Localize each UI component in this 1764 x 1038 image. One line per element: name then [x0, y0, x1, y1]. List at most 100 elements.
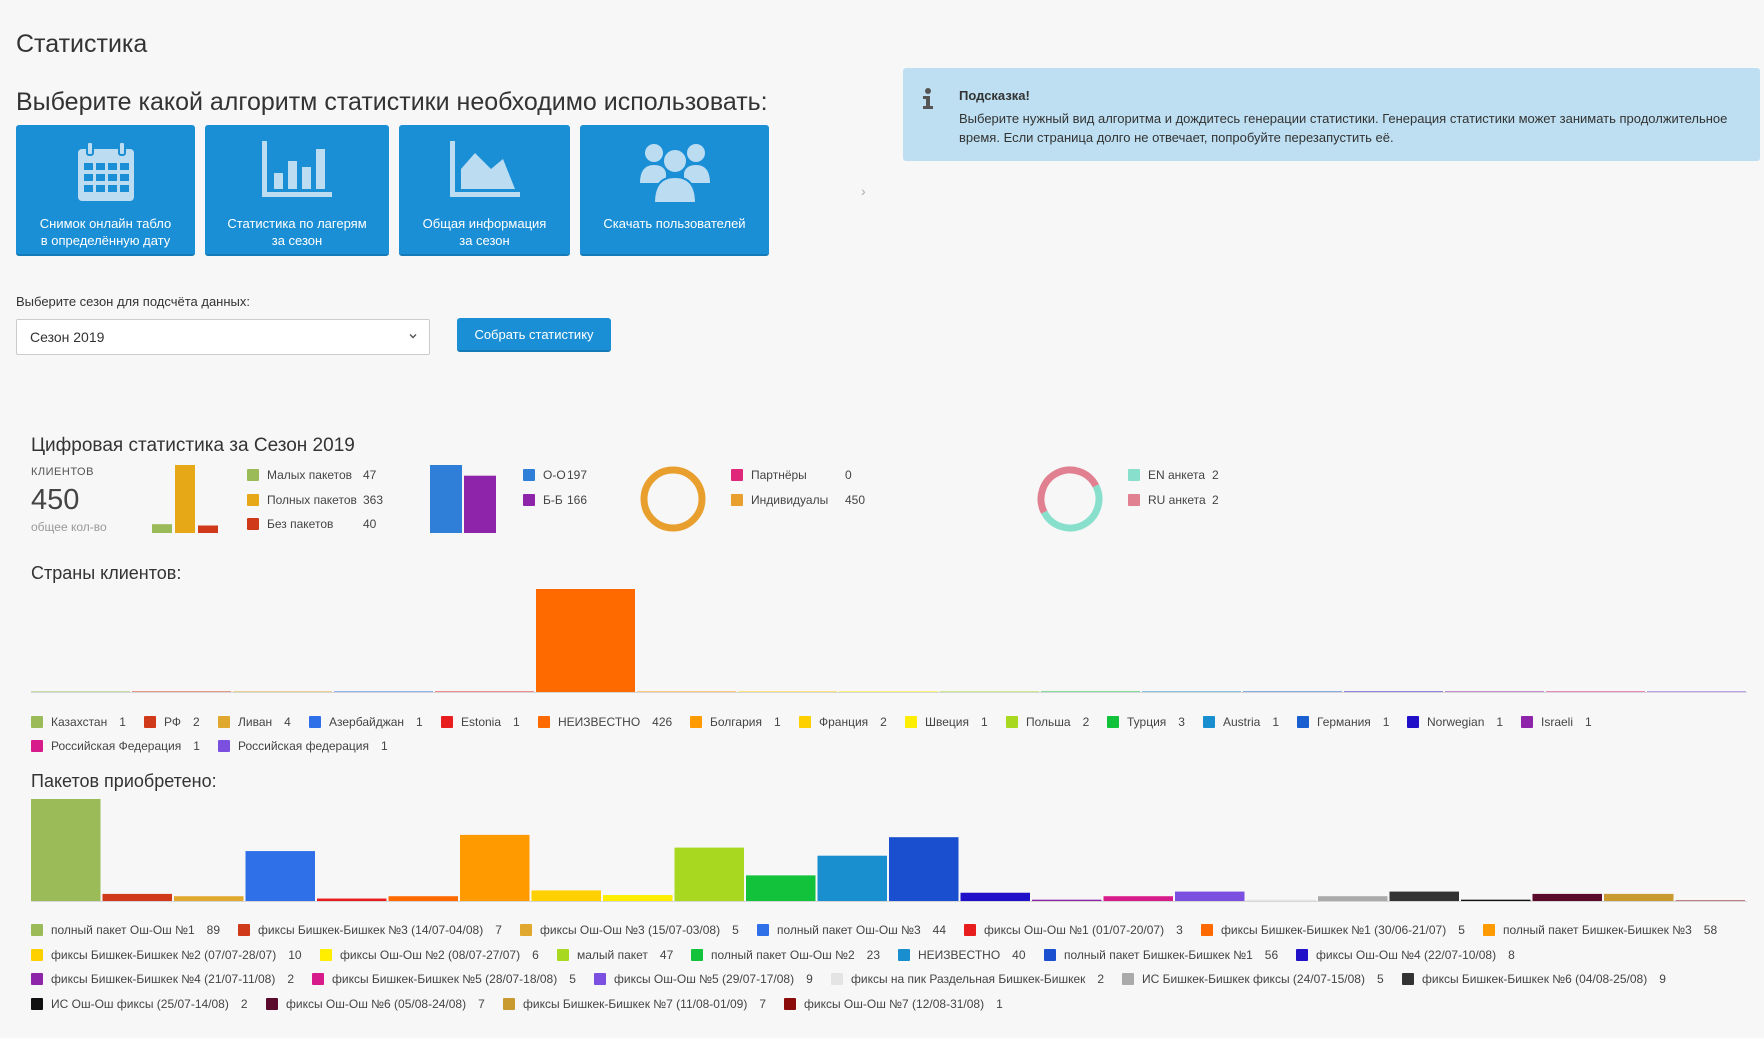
hint-box: Подсказка! Выберите нужный вид алгоритма…: [903, 68, 1760, 161]
bar-packets-18[interactable]: [1318, 896, 1388, 902]
bar-packets-8[interactable]: [603, 895, 673, 902]
legend-swatch: [831, 973, 843, 985]
slice-forms-0[interactable]: [1041, 484, 1103, 532]
legend-forms-1[interactable]: RU анкета 2: [1128, 493, 1219, 507]
legend-packets-4[interactable]: фиксы Ош-Ош №1 (01/07-20/07) 3: [964, 923, 1183, 937]
legend-countries-4[interactable]: Estonia 1: [441, 715, 520, 729]
legend-packets-9[interactable]: малый пакет 47: [557, 948, 673, 962]
legend-value: 23: [866, 947, 881, 962]
bar-packets-0[interactable]: [31, 799, 101, 902]
legend-packets-18[interactable]: ИС Бишкек-Бишкек фиксы (24/07-15/08) 5: [1122, 972, 1384, 986]
legend-countries-15[interactable]: Российская Федерация 1: [31, 739, 200, 753]
collect-stats-button[interactable]: Собрать статистику: [457, 318, 611, 352]
legend-packets-19[interactable]: фиксы Бишкек-Бишкек №6 (04/08-25/08) 9: [1402, 972, 1666, 986]
bar-countries-5[interactable]: [536, 589, 635, 693]
slice-forms-1[interactable]: [1037, 466, 1099, 514]
legend-packets-summary-2[interactable]: Без пакетов 40: [247, 517, 376, 531]
legend-packets-15[interactable]: фиксы Бишкек-Бишкек №5 (28/07-18/08) 5: [312, 972, 576, 986]
season-select[interactable]: Сезон 2019: [16, 319, 430, 355]
bar-packets-22[interactable]: [1604, 893, 1674, 902]
legend-partners-individuals-1[interactable]: Индивидуалы 450: [731, 493, 865, 507]
legend-packets-13[interactable]: фиксы Ош-Ош №4 (22/07-10/08) 8: [1296, 948, 1515, 962]
bar-packets-17[interactable]: [1246, 899, 1317, 902]
bar-packets-summary-0[interactable]: [152, 524, 172, 533]
legend-countries-1[interactable]: РФ 2: [144, 715, 200, 729]
download-users-button[interactable]: Скачать пользователей: [580, 125, 769, 256]
legend-countries-9[interactable]: Польша 2: [1006, 715, 1089, 729]
snapshot-button[interactable]: Снимок онлайн табло в определённую дату: [16, 125, 195, 256]
legend-packets-12[interactable]: полный пакет Бишкек-Бишкек №1 56: [1044, 948, 1278, 962]
bar-oo-bb-1[interactable]: [464, 475, 496, 533]
legend-packets-6[interactable]: полный пакет Бишкек-Бишкек №3 58: [1483, 923, 1717, 937]
bar-packets-15[interactable]: [1103, 896, 1174, 902]
legend-oo-bb-1[interactable]: Б-Б 166: [523, 493, 587, 507]
bar-packets-13[interactable]: [960, 892, 1031, 902]
legend-oo-bb-0[interactable]: О-О 197: [523, 468, 587, 482]
bar-packets-10[interactable]: [746, 875, 816, 902]
legend-packets-20[interactable]: ИС Ош-Ош фиксы (25/07-14/08) 2: [31, 997, 248, 1011]
legend-countries-5[interactable]: НЕИЗВЕСТНО 426: [538, 715, 672, 729]
legend-countries-2[interactable]: Ливан 4: [218, 715, 291, 729]
legend-swatch: [247, 469, 259, 481]
bar-packets-4[interactable]: [317, 898, 387, 902]
legend-swatch: [31, 716, 43, 728]
legend-packets-16[interactable]: фиксы Ош-Ош №5 (29/07-17/08) 9: [594, 972, 813, 986]
bar-packets-12[interactable]: [889, 837, 959, 902]
legend-packets-3[interactable]: полный пакет Ош-Ош №3 44: [757, 923, 946, 937]
bar-packets-summary-1[interactable]: [175, 465, 195, 533]
legend-countries-3[interactable]: Азербайджан 1: [309, 715, 423, 729]
legend-label: RU анкета: [1148, 492, 1206, 507]
bar-packets-21[interactable]: [1532, 893, 1603, 902]
legend-packets-8[interactable]: фиксы Ош-Ош №2 (08/07-27/07) 6: [320, 948, 539, 962]
legend-packets-21[interactable]: фиксы Ош-Ош №6 (05/08-24/08) 7: [266, 997, 485, 1011]
chevron-right-icon: ›: [861, 183, 866, 199]
bar-packets-11[interactable]: [817, 855, 888, 902]
legend-value: 426: [652, 715, 673, 729]
legend-countries-0[interactable]: Казахстан 1: [31, 715, 126, 729]
bar-packets-3[interactable]: [245, 851, 316, 902]
legend-packets-23[interactable]: фиксы Ош-Ош №7 (12/08-31/08) 1: [784, 997, 1003, 1011]
legend-swatch: [1407, 716, 1419, 728]
legend-countries-7[interactable]: Франция 2: [799, 715, 887, 729]
camps-stats-button[interactable]: Статистика по лагерям за сезон: [205, 125, 389, 256]
legend-partners-individuals-0[interactable]: Партнёры 0: [731, 468, 852, 482]
legend-packets-1[interactable]: фиксы Бишкек-Бишкек №3 (14/07-04/08) 7: [238, 923, 502, 937]
bar-packets-19[interactable]: [1389, 891, 1460, 902]
bar-packets-1[interactable]: [102, 893, 173, 902]
legend-packets-14[interactable]: фиксы Бишкек-Бишкек №4 (21/07-11/08) 2: [31, 972, 294, 986]
bar-packets-5[interactable]: [388, 896, 459, 902]
legend-packets-summary-1[interactable]: Полных пакетов 363: [247, 493, 383, 507]
legend-packets-summary-0[interactable]: Малых пакетов 47: [247, 468, 376, 482]
legend-forms-0[interactable]: EN анкета 2: [1128, 468, 1219, 482]
bar-packets-7[interactable]: [531, 890, 602, 902]
bar-packets-14[interactable]: [1032, 899, 1102, 902]
general-info-button[interactable]: Общая информация за сезон: [399, 125, 570, 256]
legend-packets-5[interactable]: фиксы Бишкек-Бишкек №1 (30/06-21/07) 5: [1201, 923, 1465, 937]
bar-packets-9[interactable]: [674, 847, 745, 902]
legend-countries-16[interactable]: Российская федерация 1: [218, 739, 388, 753]
legend-packets-22[interactable]: фиксы Бишкек-Бишкек №7 (11/08-01/09) 7: [503, 997, 766, 1011]
bar-packets-16[interactable]: [1175, 891, 1245, 902]
legend-countries-6[interactable]: Болгария 1: [690, 715, 781, 729]
bar-packets-20[interactable]: [1461, 899, 1531, 902]
legend-packets-10[interactable]: полный пакет Ош-Ош №2 23: [691, 948, 880, 962]
legend-label: НЕИЗВЕСТНО: [918, 947, 1001, 962]
slice-partners-individuals-1[interactable]: [640, 466, 706, 532]
legend-countries-8[interactable]: Швеция 1: [905, 715, 988, 729]
legend-countries-11[interactable]: Austria 1: [1203, 715, 1279, 729]
legend-packets-7[interactable]: фиксы Бишкек-Бишкек №2 (07/07-28/07) 10: [31, 948, 302, 962]
legend-countries-14[interactable]: Israeli 1: [1521, 715, 1592, 729]
legend-label: Austria: [1223, 715, 1261, 729]
bar-packets-2[interactable]: [174, 896, 244, 902]
legend-packets-17[interactable]: фиксы на пик Раздельная Бишкек-Бишкек 2: [831, 972, 1104, 986]
legend-swatch: [266, 997, 278, 1010]
bar-packets-summary-2[interactable]: [198, 525, 218, 533]
legend-countries-13[interactable]: Norwegian 1: [1407, 715, 1503, 729]
bar-oo-bb-0[interactable]: [430, 465, 462, 533]
legend-countries-12[interactable]: Германия 1: [1297, 715, 1389, 729]
legend-packets-0[interactable]: полный пакет Ош-Ош №1 89: [31, 923, 220, 937]
legend-packets-2[interactable]: фиксы Ош-Ош №3 (15/07-03/08) 5: [520, 923, 739, 937]
bar-packets-6[interactable]: [460, 834, 530, 902]
legend-countries-10[interactable]: Турция 3: [1107, 715, 1185, 729]
legend-packets-11[interactable]: НЕИЗВЕСТНО 40: [898, 948, 1026, 962]
